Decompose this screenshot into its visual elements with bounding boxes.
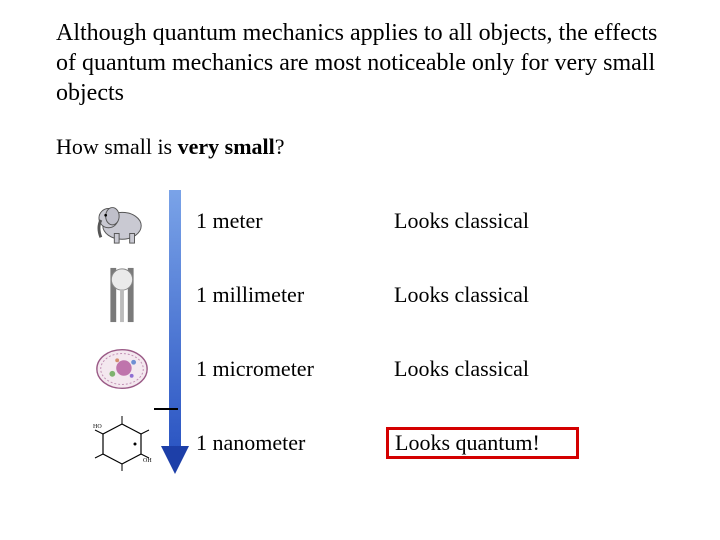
desc-label: Looks classical [386,206,537,236]
svg-text:HO: HO [93,424,102,430]
size-label: 1 micrometer [190,356,386,382]
scale-arrow-icon [164,190,186,474]
question-prefix: How small is [56,134,178,159]
question-line: How small is very small? [56,134,680,160]
desc-label: Looks classical [386,280,537,310]
question-suffix: ? [275,134,285,159]
size-label: 1 meter [190,208,386,234]
elephant-icon [93,197,151,245]
scale-table: 1 meter Looks classical 1 millimeter Loo… [86,184,680,480]
desc-label-highlight: Looks quantum! [386,427,579,459]
intro-text: Although quantum mechanics applies to al… [56,18,680,108]
cell-icon [93,344,151,394]
molecule-icon: HO OH [91,414,153,472]
svg-text:OH: OH [143,458,152,464]
scale-tick [154,408,178,410]
pin-icon [102,266,142,324]
size-label: 1 nanometer [190,430,386,456]
size-label: 1 millimeter [190,282,386,308]
question-emph: very small [178,134,275,159]
desc-label: Looks classical [386,354,537,384]
